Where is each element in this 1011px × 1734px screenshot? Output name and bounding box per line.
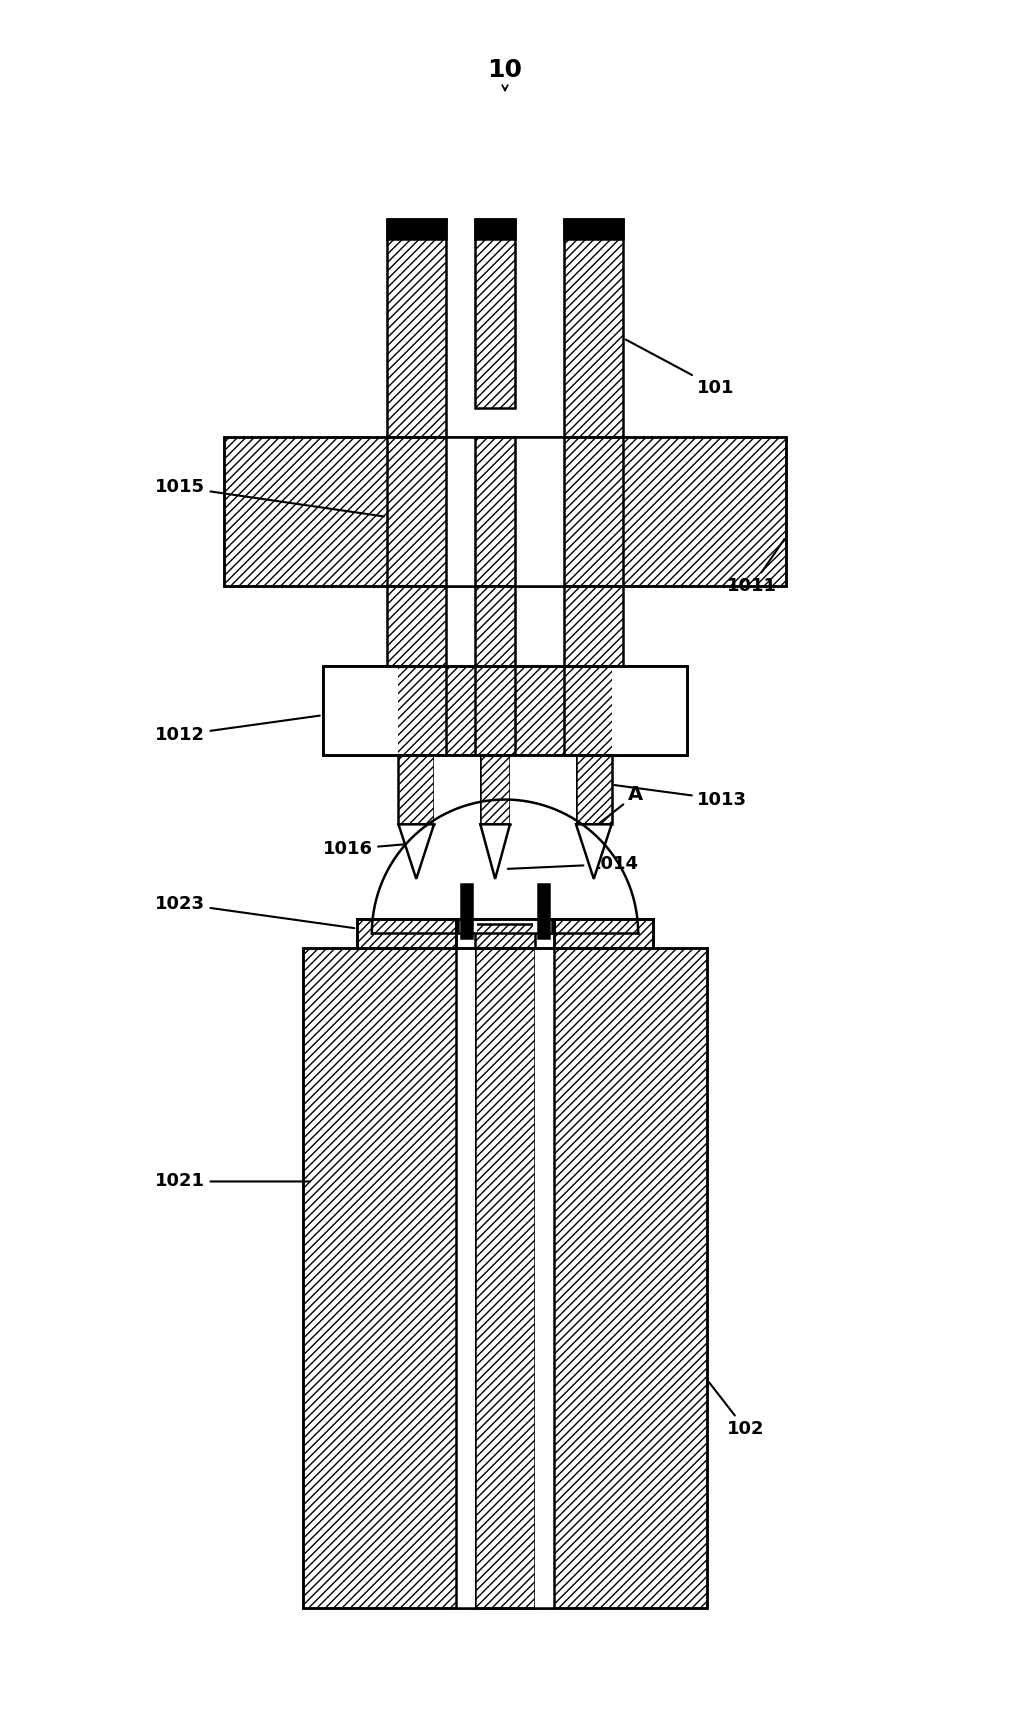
Bar [323,666,687,754]
Bar [386,218,446,437]
Bar [386,218,446,239]
Bar [456,919,554,948]
Text: 10: 10 [487,59,523,83]
Bar [323,666,687,754]
Bar [446,437,475,586]
Polygon shape [480,824,510,879]
Bar [564,218,624,437]
Bar [386,666,446,754]
Text: 102: 102 [709,1382,764,1439]
Bar [515,437,564,586]
Bar [323,666,398,754]
Bar [612,666,687,754]
Bar [576,754,612,824]
Bar [510,754,576,824]
Text: 1015: 1015 [155,479,384,517]
Bar [564,586,624,666]
Bar [223,437,787,586]
Bar [323,666,687,754]
Bar [475,666,515,754]
Bar [564,218,624,239]
Bar [475,586,515,666]
Bar [434,754,480,824]
Bar [538,884,549,938]
Bar [480,754,510,824]
Bar [552,919,554,933]
Bar [456,919,477,933]
Text: 101: 101 [626,340,735,397]
Text: 1014: 1014 [508,855,639,872]
Bar [357,919,653,948]
Bar [475,437,515,586]
Bar [303,948,707,1607]
Bar [456,948,475,1607]
Polygon shape [398,824,434,879]
Bar [475,218,515,407]
Bar [386,437,446,586]
Polygon shape [576,824,612,879]
Bar [357,919,653,948]
Bar [223,437,787,586]
Bar [386,586,446,666]
Bar [456,919,458,933]
Bar [564,666,624,754]
Bar [475,218,515,239]
Text: 1023: 1023 [155,895,354,928]
Text: A: A [582,786,643,836]
Bar [564,437,624,586]
Bar [303,948,707,1607]
Bar [461,884,472,938]
Text: 1013: 1013 [615,786,747,808]
Bar [398,754,434,824]
Text: 1012: 1012 [155,716,319,744]
Bar [475,924,535,1607]
Bar [533,919,554,933]
Text: 1021: 1021 [155,1172,310,1191]
Bar [535,948,554,1607]
Text: 1016: 1016 [323,841,403,858]
Text: 1011: 1011 [727,539,785,595]
